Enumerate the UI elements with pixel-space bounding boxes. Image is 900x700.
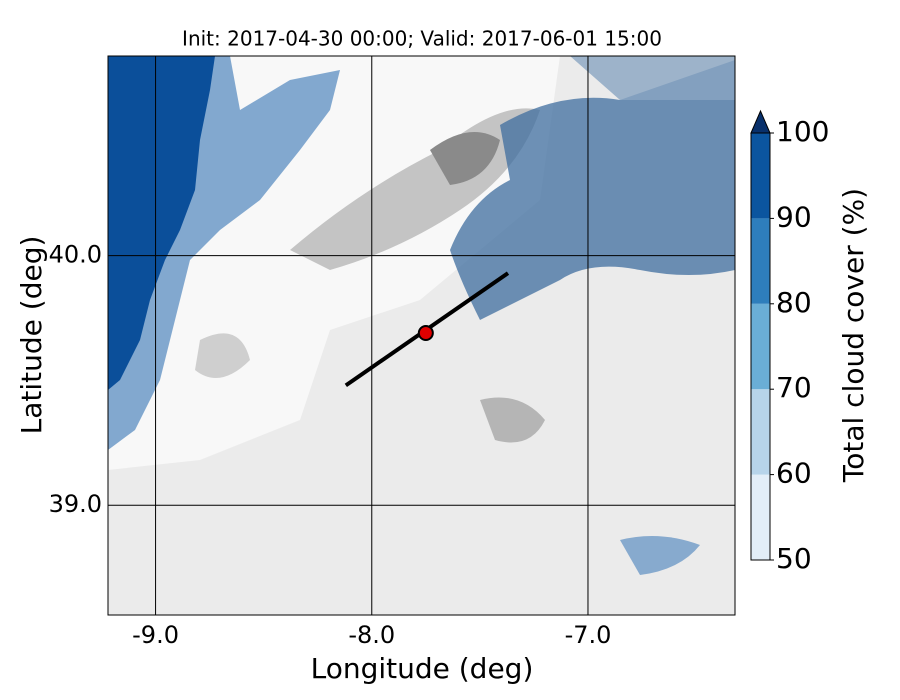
- colorbar-frame: [750, 132, 771, 561]
- map-background: [108, 56, 735, 615]
- colorbar-segment: [751, 303, 770, 390]
- cloud-region: [570, 56, 735, 100]
- colorbar-segment: [751, 474, 770, 560]
- mountain: [430, 132, 500, 185]
- cloud-patch: [620, 536, 700, 575]
- colorbar-label: Total cloud cover (%): [837, 188, 870, 483]
- mountain: [195, 333, 250, 378]
- x-tick-label: -8.0: [348, 621, 395, 649]
- cloud-region: [450, 60, 735, 320]
- colorbar-tick-label: 60: [776, 457, 812, 490]
- location-marker: [417, 325, 434, 342]
- y-tick-label: 40.0: [49, 241, 102, 269]
- x-tick-label: -9.0: [132, 621, 179, 649]
- ocean-cloud: [108, 56, 215, 390]
- map-title: Init: 2017-04-30 00:00; Valid: 2017-06-0…: [182, 27, 662, 51]
- x-axis-label: Longitude (deg): [311, 652, 534, 685]
- colorbar-tick-label: 100: [776, 115, 829, 148]
- x-tick-label: -7.0: [565, 621, 612, 649]
- colorbar-tick-label: 50: [776, 542, 812, 575]
- y-tick-label: 39.0: [49, 490, 102, 518]
- grid: [108, 56, 735, 615]
- y-axis-label: Latitude (deg): [15, 236, 48, 435]
- plot-frame: [107, 55, 736, 616]
- colorbar-extend: [750, 109, 771, 134]
- mountain: [480, 397, 545, 443]
- colorbar-tick-label: 70: [776, 371, 812, 404]
- colorbar-segment: [751, 389, 770, 475]
- colorbar-tick-label: 80: [776, 286, 812, 319]
- colorbar-tick-label: 90: [776, 200, 812, 233]
- colorbar-segment: [751, 218, 770, 304]
- colorbar-segment: [751, 133, 770, 219]
